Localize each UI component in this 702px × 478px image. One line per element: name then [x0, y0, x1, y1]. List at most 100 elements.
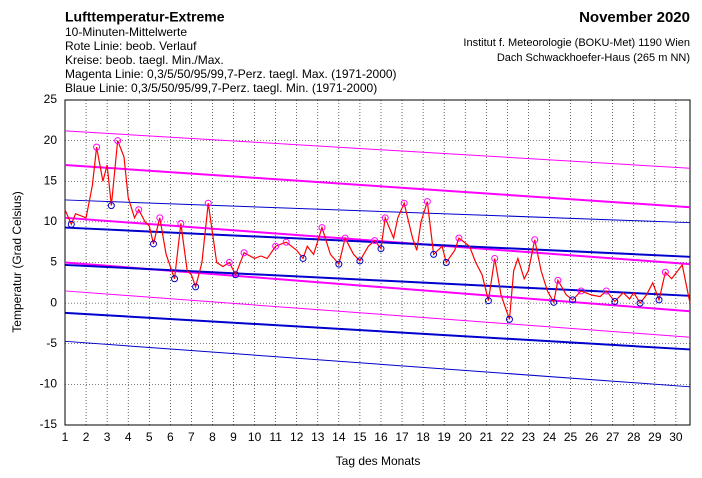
- x-tick-label: 22: [501, 430, 515, 444]
- extreme-marker: [204, 199, 212, 207]
- extreme-marker: [93, 143, 101, 151]
- extreme-marker: [491, 254, 499, 262]
- x-tick-label: 6: [167, 430, 174, 444]
- x-tick-label: 12: [290, 430, 304, 444]
- extreme-marker: [177, 220, 185, 227]
- extreme-marker: [225, 259, 233, 266]
- extreme-marker: [377, 245, 385, 253]
- source: Institut f. Meteorologie (BOKU-Met) 1190…: [463, 37, 690, 49]
- y-tick-label: 0: [50, 295, 57, 309]
- extreme-marker: [272, 242, 280, 250]
- extreme-marker: [107, 202, 115, 210]
- x-tick-label: 26: [585, 430, 599, 444]
- x-tick-label: 3: [104, 430, 111, 444]
- y-tick-label: 15: [44, 173, 58, 187]
- extreme-marker: [636, 299, 644, 307]
- y-tick-label: 10: [44, 214, 58, 228]
- subtitle: Blaue Linie: 0,3/5/50/95/99,7-Perz. taeg…: [65, 81, 377, 95]
- series-line: [64, 311, 691, 351]
- x-tick-label: 19: [437, 430, 451, 444]
- series-line: [64, 130, 691, 169]
- x-tick-label: 29: [648, 430, 662, 444]
- series-line: [64, 263, 691, 297]
- extreme-marker: [67, 220, 75, 228]
- x-tick-label: 1: [62, 430, 69, 444]
- x-axis-label: Tag des Monats: [336, 454, 421, 468]
- extreme-marker: [356, 257, 364, 265]
- extreme-marker: [554, 276, 562, 284]
- extreme-marker: [232, 271, 240, 279]
- extreme-marker: [569, 296, 577, 304]
- extreme-marker: [192, 283, 200, 291]
- x-tick-label: 4: [125, 430, 132, 444]
- x-tick-label: 7: [188, 430, 195, 444]
- extreme-marker: [381, 214, 389, 222]
- x-tick-label: 20: [459, 430, 473, 444]
- extreme-marker: [484, 297, 492, 305]
- extreme-marker: [423, 198, 431, 206]
- x-tick-label: 28: [627, 430, 641, 444]
- extreme-marker: [442, 259, 450, 266]
- series-line: [64, 290, 691, 338]
- extreme-marker: [611, 298, 619, 305]
- extreme-marker: [335, 260, 343, 268]
- series-line: [64, 340, 691, 388]
- extreme-marker: [455, 234, 463, 242]
- x-tick-label: 30: [669, 430, 683, 444]
- extreme-marker: [661, 268, 669, 276]
- x-tick-label: 2: [83, 430, 90, 444]
- x-tick-label: 23: [522, 430, 536, 444]
- x-tick-label: 27: [606, 430, 620, 444]
- x-tick-label: 25: [564, 430, 578, 444]
- extreme-marker: [371, 237, 379, 245]
- extreme-marker: [240, 249, 248, 257]
- x-tick-label: 8: [209, 430, 216, 444]
- extreme-marker: [400, 199, 408, 207]
- subtitle: Kreise: beob. taegl. Min./Max.: [65, 53, 224, 67]
- x-tick-label: 13: [311, 430, 325, 444]
- extreme-marker: [282, 238, 290, 246]
- x-tick-label: 11: [269, 430, 282, 444]
- series-line: [64, 140, 691, 320]
- period: November 2020: [579, 9, 690, 26]
- x-tick-label: 9: [230, 430, 237, 444]
- x-tick-label: 24: [543, 430, 557, 444]
- y-tick-label: 25: [44, 92, 58, 106]
- extreme-marker: [318, 224, 326, 232]
- x-tick-label: 16: [374, 430, 388, 444]
- y-tick-label: 5: [50, 255, 57, 269]
- chart-title: Lufttemperatur-Extreme: [65, 9, 225, 25]
- extreme-marker: [299, 254, 307, 262]
- extreme-marker: [577, 287, 585, 295]
- x-tick-label: 14: [332, 430, 346, 444]
- subtitle: Magenta Linie: 0,3/5/50/95/99,7-Perz. ta…: [65, 67, 397, 81]
- extreme-marker: [655, 296, 663, 304]
- y-tick-label: -15: [40, 417, 58, 431]
- extreme-marker: [114, 137, 122, 145]
- x-tick-label: 18: [416, 430, 430, 444]
- extreme-marker: [531, 236, 539, 244]
- series-line: [64, 164, 691, 209]
- x-tick-label: 21: [480, 430, 494, 444]
- extreme-marker: [341, 234, 349, 242]
- source: Dach Schwackhoefer-Haus (265 m NN): [497, 52, 690, 64]
- y-tick-label: -5: [46, 336, 57, 350]
- subtitle: 10-Minuten-Mittelwerte: [65, 25, 187, 39]
- x-tick-label: 17: [395, 430, 409, 444]
- extreme-marker: [135, 206, 143, 214]
- x-tick-label: 10: [248, 430, 262, 444]
- extreme-marker: [550, 298, 558, 306]
- extreme-marker: [171, 275, 179, 283]
- subtitle: Rote Linie: beob. Verlauf: [65, 39, 197, 53]
- series-line: [64, 199, 691, 224]
- extreme-marker: [156, 214, 164, 222]
- extreme-marker: [505, 315, 513, 323]
- x-tick-label: 5: [146, 430, 153, 444]
- y-axis-label: Temperatur (Grad Celsius): [10, 191, 24, 332]
- y-tick-label: 20: [44, 133, 58, 147]
- y-tick-label: -10: [40, 377, 58, 391]
- extreme-marker: [602, 287, 610, 295]
- extreme-marker: [149, 240, 157, 248]
- extreme-marker: [430, 250, 438, 258]
